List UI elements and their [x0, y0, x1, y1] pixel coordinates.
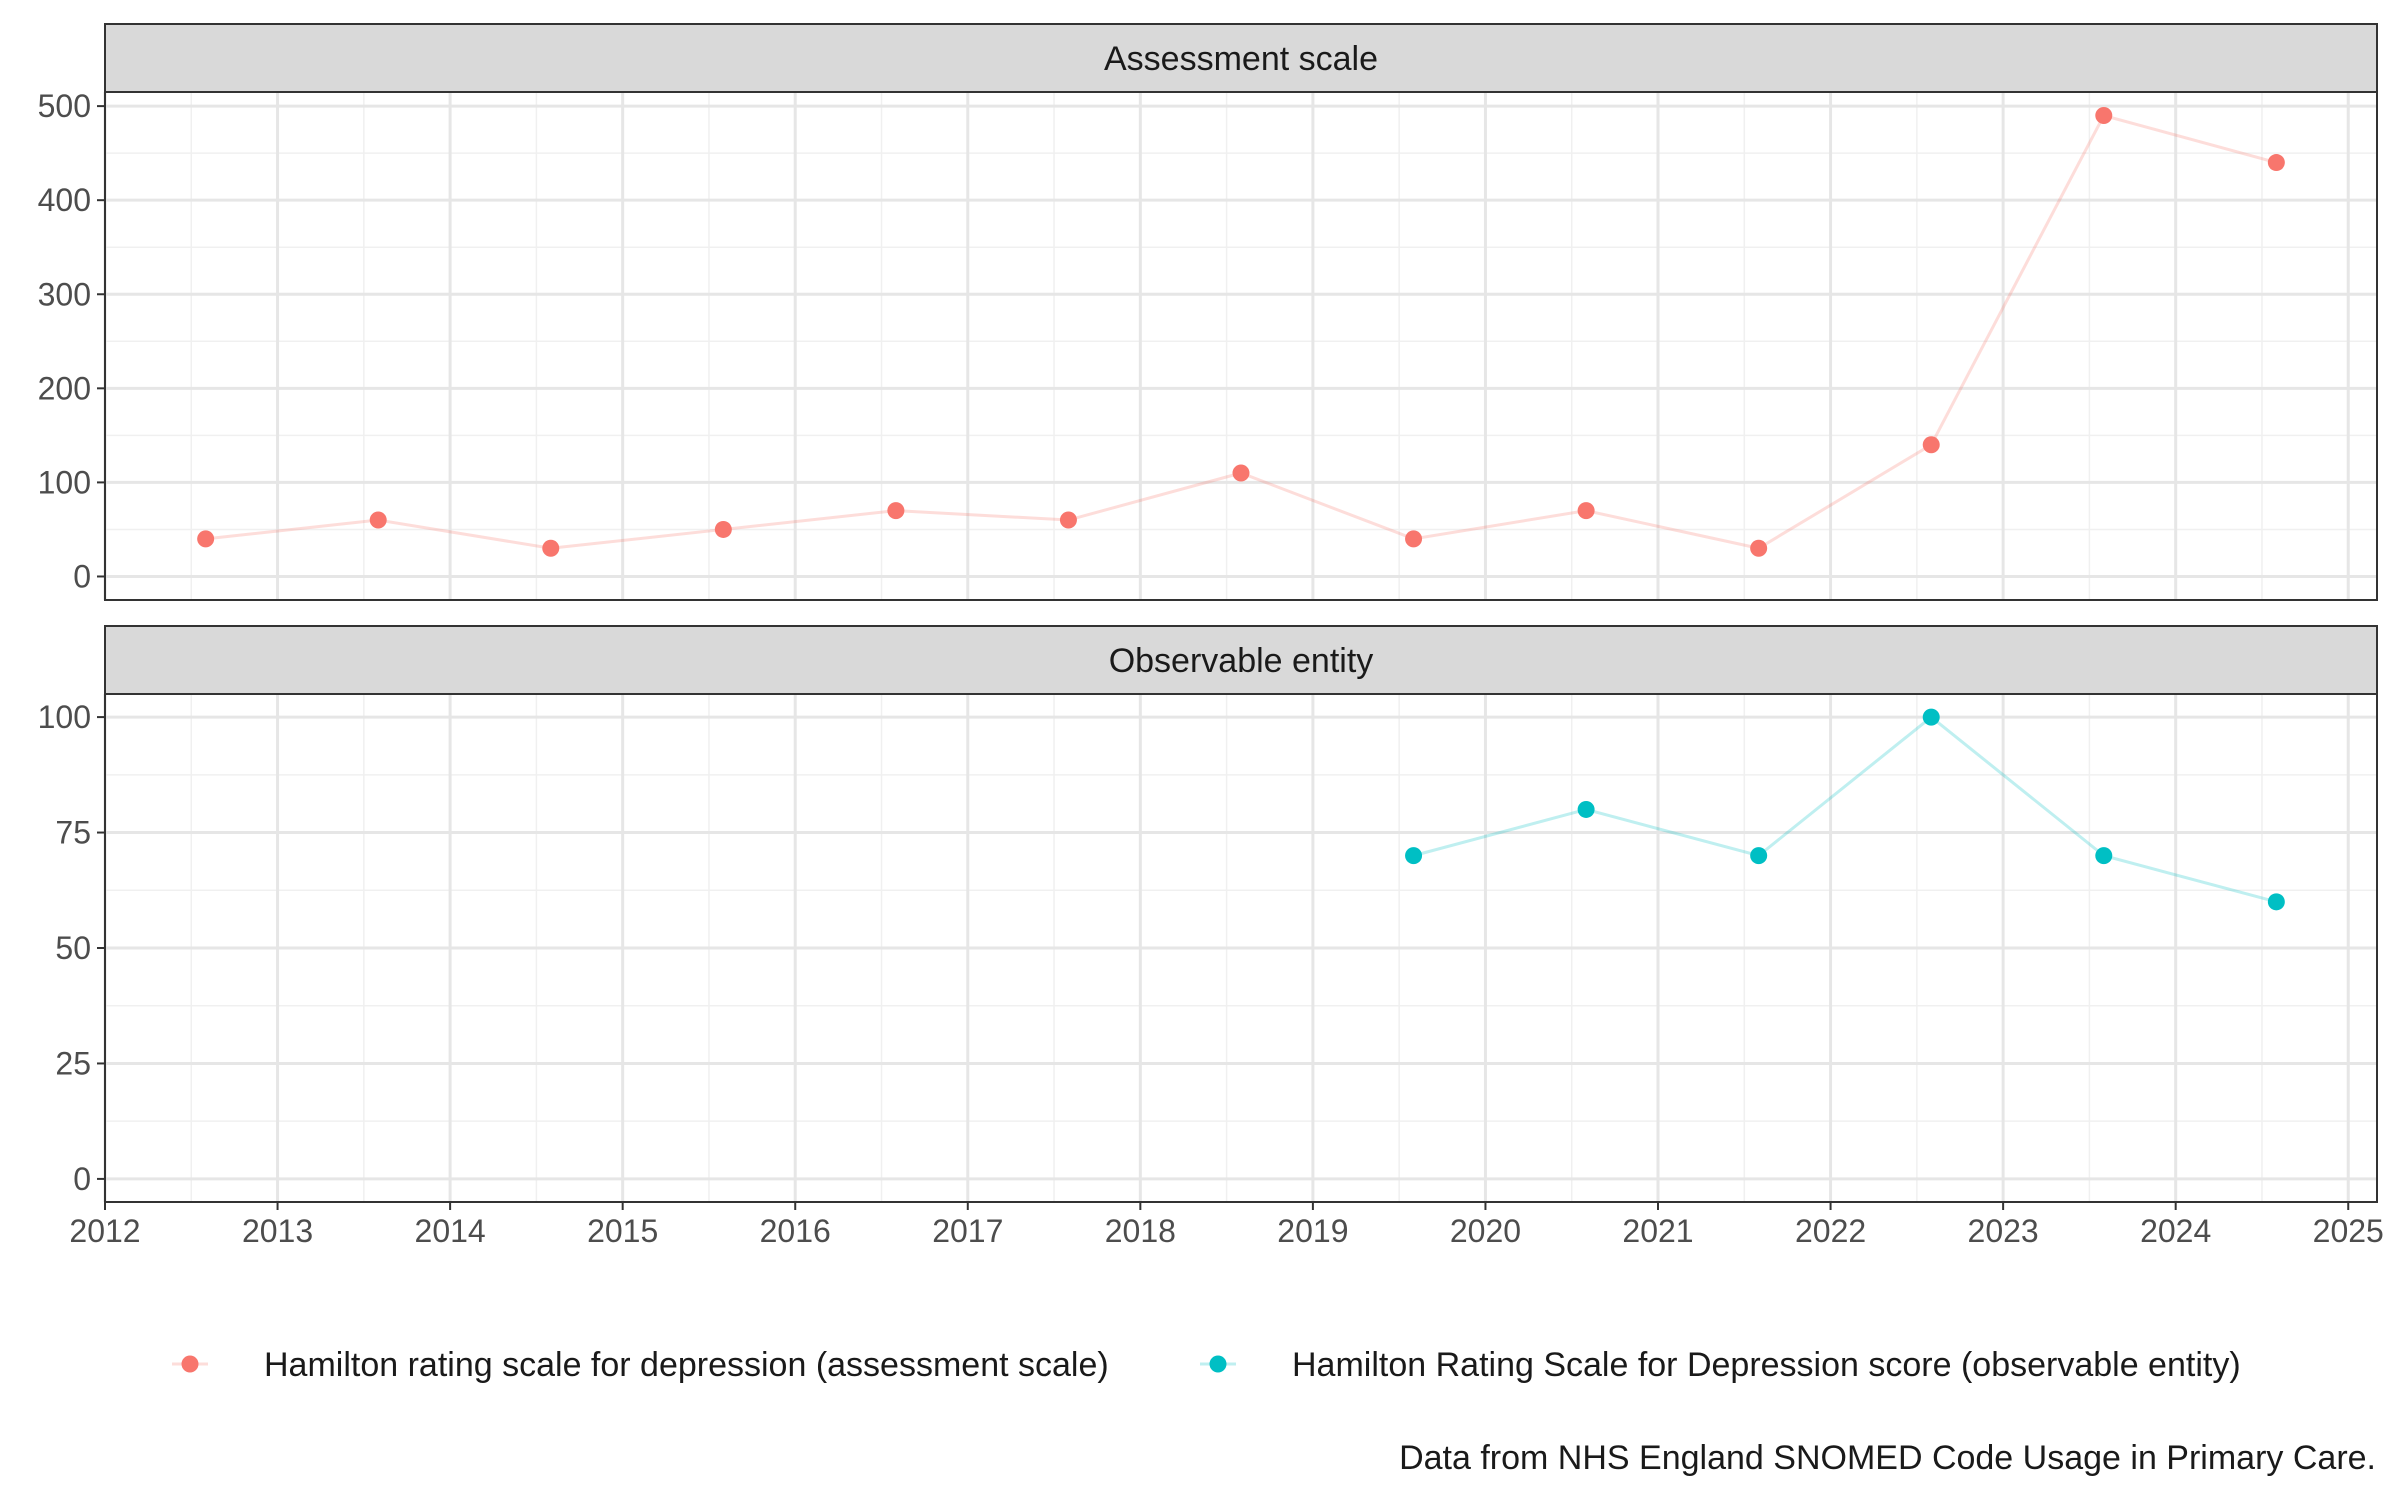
y-tick-label: 0	[73, 1161, 91, 1197]
x-tick-label: 2023	[1968, 1213, 2039, 1249]
x-tick-label: 2021	[1622, 1213, 1693, 1249]
y-tick-label: 300	[38, 276, 91, 312]
panels: Assessment scale0100200300400500Observab…	[38, 23, 2378, 1203]
data-point	[714, 520, 732, 538]
y-tick-label: 200	[38, 370, 91, 406]
data-point	[1405, 530, 1423, 548]
data-point	[197, 530, 215, 548]
legend-label: Hamilton rating scale for depression (as…	[264, 1346, 1109, 1384]
data-point	[2267, 893, 2285, 911]
data-point	[1577, 502, 1595, 520]
panel-border	[104, 91, 2378, 601]
plot-area	[105, 92, 2377, 600]
y-tick-label: 25	[55, 1045, 91, 1081]
y-tick-label: 50	[55, 930, 91, 966]
data-point	[887, 502, 905, 520]
x-tick-label: 2013	[242, 1213, 313, 1249]
y-tick-label: 0	[73, 558, 91, 594]
data-point	[369, 511, 387, 529]
data-point	[1750, 539, 1768, 557]
data-point	[1577, 800, 1595, 818]
legend-label: Hamilton Rating Scale for Depression sco…	[1292, 1346, 2241, 1384]
facet-strip	[104, 23, 2378, 93]
series	[197, 107, 2285, 557]
chart-caption: Data from NHS England SNOMED Code Usage …	[1399, 1439, 2376, 1477]
x-tick-label: 2016	[760, 1213, 831, 1249]
legend-point-key	[181, 1355, 199, 1373]
facet-panel: Assessment scale 0 100 200 300 400 500	[38, 23, 2378, 601]
data-point	[2095, 107, 2113, 125]
facet-panel: Observable entity 0 25 50 75 100	[38, 625, 2378, 1203]
data-point	[2267, 154, 2285, 172]
data-point	[542, 539, 560, 557]
x-tick-label: 2024	[2140, 1213, 2211, 1249]
y-tick-label: 100	[38, 464, 91, 500]
y-tick-label: 500	[38, 88, 91, 124]
facet-strip-label: Observable entity	[1109, 642, 1374, 680]
facet-strip-label: Assessment scale	[1104, 40, 1378, 78]
gridlines	[103, 694, 2377, 1202]
x-tick-label: 2015	[587, 1213, 658, 1249]
y-tick-label: 400	[38, 182, 91, 218]
data-point	[1232, 464, 1250, 482]
data-point	[1405, 847, 1423, 865]
facet-strip	[104, 625, 2378, 695]
x-tick-label: 2022	[1795, 1213, 1866, 1249]
data-point	[1922, 436, 1940, 454]
x-tick-label: 2019	[1277, 1213, 1348, 1249]
x-tick-label: 2014	[415, 1213, 486, 1249]
legend-point-key	[1209, 1355, 1227, 1373]
x-tick-label: 2025	[2313, 1213, 2384, 1249]
panel-border	[104, 693, 2378, 1203]
x-tick-label: 2020	[1450, 1213, 1521, 1249]
legend: Hamilton rating scale for depression (as…	[172, 1346, 2241, 1384]
legend-item: Hamilton Rating Scale for Depression sco…	[1200, 1346, 2241, 1384]
x-tick-label: 2017	[932, 1213, 1003, 1249]
x-tick-label: 2012	[69, 1213, 140, 1249]
series-line	[1413, 715, 2277, 904]
data-point	[1750, 847, 1768, 865]
y-tick-label: 75	[55, 815, 91, 851]
x-tick-label: 2018	[1105, 1213, 1176, 1249]
y-tick-label: 100	[38, 699, 91, 735]
data-point	[1059, 511, 1077, 529]
data-point	[2095, 847, 2113, 865]
series	[1405, 708, 2285, 911]
x-axis: 2012 2013 2014 2015 2016 2017 2018 2019 2020 2021…	[69, 1202, 2384, 1249]
data-point	[1922, 708, 1940, 726]
legend-item: Hamilton rating scale for depression (as…	[172, 1346, 1109, 1384]
